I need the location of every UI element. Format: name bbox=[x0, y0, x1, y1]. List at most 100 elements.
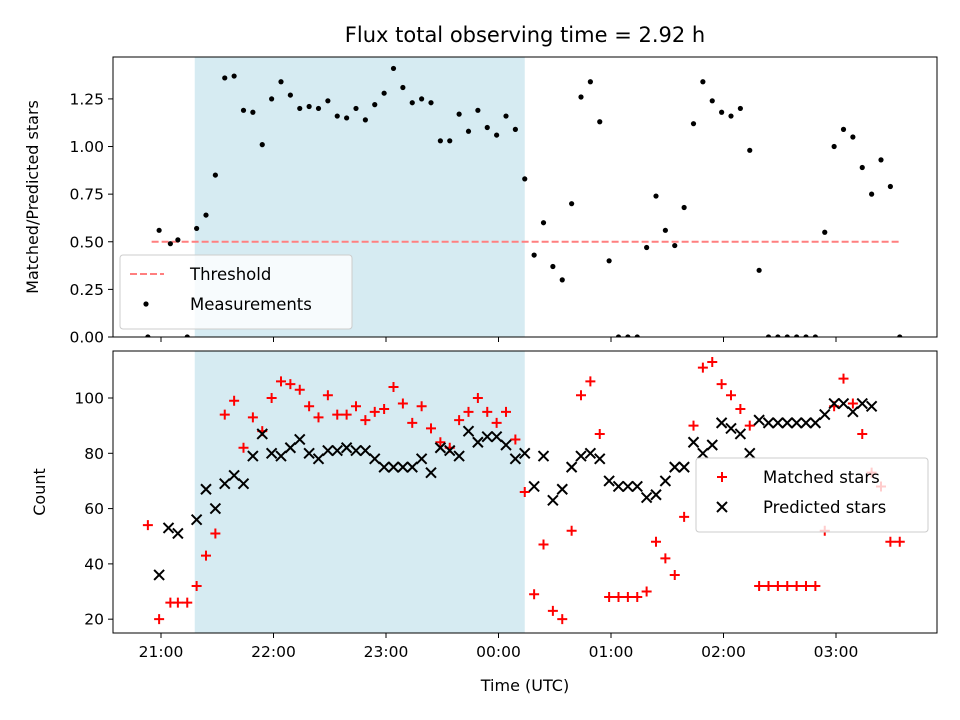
data-point bbox=[681, 204, 687, 211]
plot-area bbox=[142, 357, 905, 625]
data-point bbox=[837, 397, 850, 410]
data-point bbox=[772, 417, 784, 429]
data-point bbox=[219, 409, 230, 420]
data-point bbox=[519, 487, 530, 497]
data-point bbox=[697, 447, 709, 460]
series-matched-stars bbox=[142, 357, 905, 625]
data-point bbox=[850, 134, 856, 140]
data-point bbox=[400, 84, 406, 91]
data-point bbox=[859, 164, 865, 171]
data-point bbox=[791, 581, 802, 591]
data-point bbox=[547, 494, 559, 507]
data-point bbox=[278, 79, 284, 85]
y-tick-label: 1.00 bbox=[69, 138, 104, 156]
data-point bbox=[331, 444, 343, 457]
top-panel: 0.00 0.25 0.50 0.75 1.00 1.25 Matched/Predicte… bbox=[23, 56, 938, 347]
data-point bbox=[285, 379, 296, 390]
x-tick-label: 02:00 bbox=[701, 643, 746, 661]
data-point bbox=[566, 525, 577, 536]
data-point bbox=[700, 79, 706, 85]
y-tick-label: 0.50 bbox=[69, 233, 104, 251]
data-point bbox=[838, 373, 849, 384]
data-point bbox=[247, 412, 258, 423]
data-point bbox=[332, 409, 343, 420]
data-point bbox=[406, 461, 418, 473]
data-point bbox=[397, 398, 408, 409]
y-tick-label: 20 bbox=[84, 611, 104, 629]
data-point bbox=[519, 447, 531, 460]
data-point bbox=[794, 334, 800, 337]
legend-label: Threshold bbox=[189, 265, 271, 284]
data-point bbox=[678, 461, 690, 473]
data-point bbox=[857, 428, 868, 439]
data-point bbox=[238, 442, 249, 453]
data-point bbox=[444, 444, 456, 457]
data-point bbox=[369, 406, 380, 417]
legend-label: Predicted stars bbox=[763, 498, 886, 517]
data-point bbox=[222, 75, 228, 81]
data-point bbox=[219, 477, 231, 490]
data-point bbox=[622, 592, 633, 603]
data-point bbox=[625, 334, 631, 337]
data-point bbox=[407, 417, 418, 428]
data-point bbox=[172, 597, 183, 608]
data-point bbox=[201, 550, 211, 561]
data-point bbox=[153, 569, 165, 581]
data-point bbox=[191, 581, 202, 591]
data-point bbox=[612, 480, 625, 493]
data-point bbox=[259, 142, 265, 148]
data-point bbox=[162, 522, 175, 534]
data-point bbox=[831, 143, 837, 150]
data-point bbox=[275, 450, 287, 462]
data-point bbox=[747, 147, 753, 153]
data-point bbox=[578, 94, 584, 100]
axes-frame bbox=[112, 56, 938, 338]
data-point bbox=[744, 447, 756, 460]
data-point bbox=[510, 434, 521, 445]
data-point bbox=[847, 406, 859, 418]
x-tick-label: 22:00 bbox=[251, 643, 296, 661]
data-point bbox=[800, 417, 812, 429]
data-point bbox=[472, 436, 484, 448]
data-point bbox=[490, 430, 503, 443]
data-point bbox=[203, 212, 209, 218]
data-point bbox=[428, 100, 434, 106]
data-point bbox=[182, 597, 193, 608]
x-tick-label: 03:00 bbox=[814, 643, 859, 661]
data-point bbox=[726, 390, 736, 401]
data-point bbox=[753, 414, 765, 426]
data-point bbox=[484, 124, 490, 131]
y-tick-label: 100 bbox=[74, 390, 104, 408]
data-point bbox=[865, 400, 878, 413]
data-point bbox=[669, 461, 681, 473]
data-point bbox=[269, 96, 275, 102]
data-point bbox=[613, 592, 624, 603]
data-point bbox=[587, 79, 593, 85]
data-point bbox=[256, 428, 268, 440]
data-point bbox=[522, 176, 528, 182]
data-point bbox=[175, 237, 181, 243]
data-point bbox=[650, 489, 662, 501]
y-tick-label: 0.25 bbox=[69, 281, 104, 299]
data-point bbox=[782, 581, 793, 591]
data-point bbox=[604, 592, 615, 603]
data-point bbox=[679, 511, 690, 522]
data-point bbox=[840, 126, 847, 132]
legend: Matched stars Predicted stars bbox=[695, 457, 929, 533]
data-point bbox=[547, 605, 558, 616]
data-point bbox=[812, 334, 818, 337]
data-point bbox=[312, 453, 325, 465]
data-point bbox=[294, 433, 306, 446]
data-point bbox=[425, 466, 437, 479]
data-point bbox=[529, 589, 540, 600]
data-point bbox=[894, 536, 905, 547]
plot-area bbox=[145, 65, 903, 337]
data-point bbox=[803, 334, 809, 337]
data-point bbox=[362, 117, 368, 123]
data-point bbox=[735, 404, 746, 415]
data-point bbox=[531, 252, 537, 258]
y-tick-label: 0.00 bbox=[69, 329, 104, 347]
data-point bbox=[287, 92, 293, 98]
data-point bbox=[887, 183, 893, 190]
data-point bbox=[509, 453, 522, 465]
